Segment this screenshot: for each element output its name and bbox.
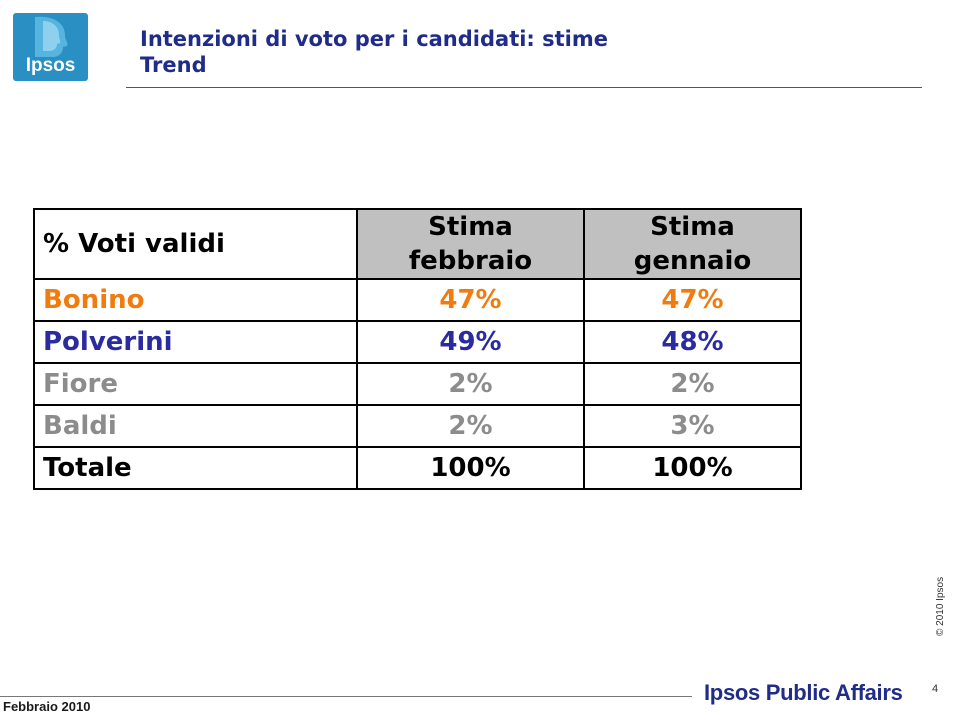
title-line-1: Intenzioni di voto per i candidati: stim…: [140, 27, 608, 51]
ipsos-logo: Ipsos: [13, 13, 88, 81]
candidate-name: Fiore: [33, 362, 358, 406]
value-gennaio: 2%: [583, 362, 802, 406]
table-row: Baldi 2% 3%: [33, 404, 802, 448]
vote-intention-table: % Voti validi Stima febbraio Stima genna…: [33, 208, 802, 490]
value-gennaio: 3%: [583, 404, 802, 448]
logo-text: Ipsos: [25, 55, 76, 76]
footer-date: Febbraio 2010: [3, 699, 91, 714]
column-header-line: gennaio: [633, 246, 752, 276]
value-gennaio: 47%: [583, 278, 802, 322]
candidate-name: Bonino: [33, 278, 358, 322]
copyright-notice: © 2010 Ipsos: [935, 576, 946, 636]
column-header-line: Stima: [650, 212, 735, 242]
value-febbraio: 100%: [356, 446, 585, 490]
title-line-2: Trend: [140, 53, 207, 77]
table-header-row: % Voti validi Stima febbraio Stima genna…: [33, 208, 802, 280]
value-febbraio: 2%: [356, 404, 585, 448]
title-divider: [126, 87, 922, 88]
table-row: Fiore 2% 2%: [33, 362, 802, 406]
value-gennaio: 48%: [583, 320, 802, 364]
profile-icon: [35, 16, 68, 58]
table-row: Totale 100% 100%: [33, 446, 802, 490]
candidate-name: Polverini: [33, 320, 358, 364]
value-gennaio: 100%: [583, 446, 802, 490]
value-febbraio: 2%: [356, 362, 585, 406]
column-header-gennaio: Stima gennaio: [583, 208, 802, 280]
page-number: 4: [932, 683, 939, 695]
corner-header: % Voti validi: [33, 208, 358, 280]
brand-name: Ipsos Public Affairs: [704, 680, 903, 705]
value-febbraio: 49%: [356, 320, 585, 364]
table-row: Polverini 49% 48%: [33, 320, 802, 364]
column-header-line: Stima: [428, 212, 513, 242]
column-header-line: febbraio: [408, 246, 533, 276]
total-label: Totale: [33, 446, 358, 490]
column-header-febbraio: Stima febbraio: [356, 208, 585, 280]
page-title: Intenzioni di voto per i candidati: stim…: [140, 26, 608, 78]
value-febbraio: 47%: [356, 278, 585, 322]
candidate-name: Baldi: [33, 404, 358, 448]
table-row: Bonino 47% 47%: [33, 278, 802, 322]
footer-divider: [0, 696, 692, 697]
